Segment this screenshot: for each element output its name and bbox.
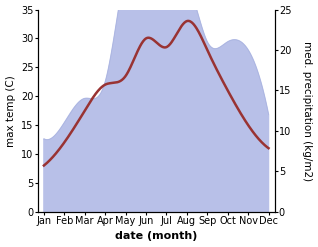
X-axis label: date (month): date (month) (115, 231, 197, 242)
Y-axis label: med. precipitation (kg/m2): med. precipitation (kg/m2) (302, 41, 313, 181)
Y-axis label: max temp (C): max temp (C) (5, 75, 16, 146)
